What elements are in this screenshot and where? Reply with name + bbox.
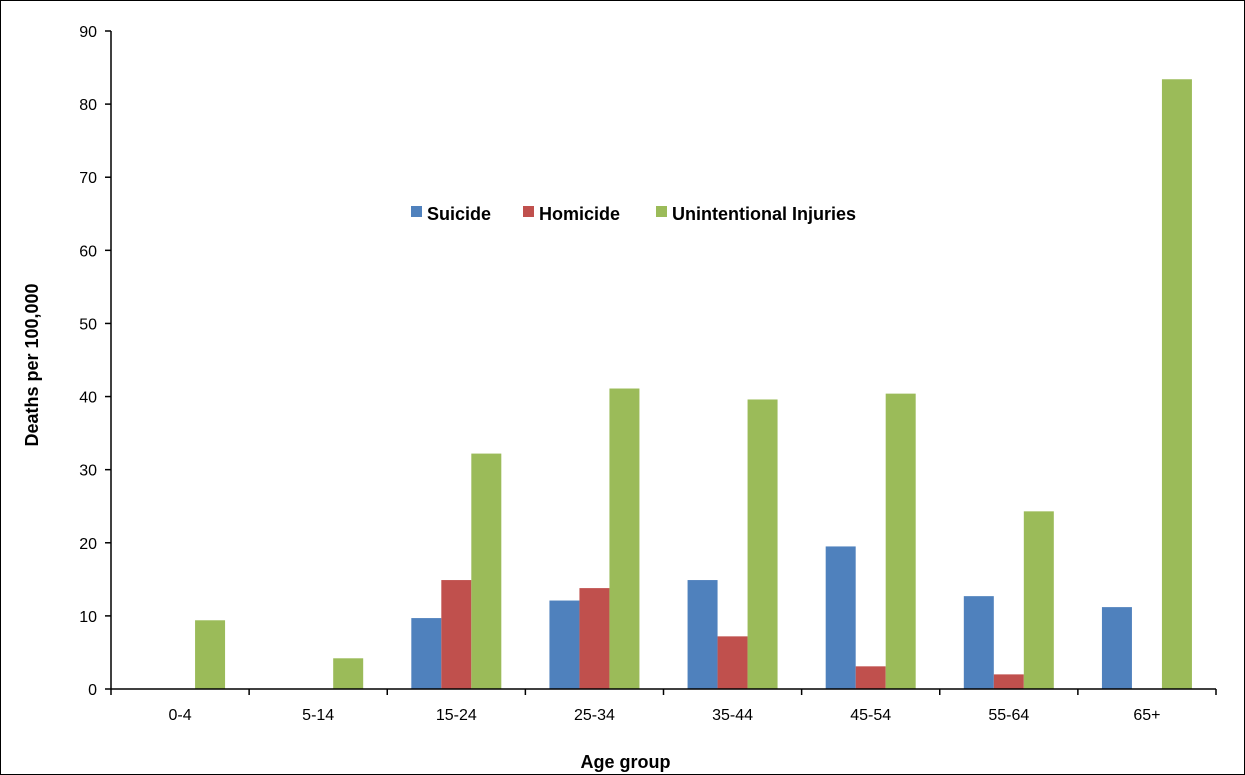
- y-tick-label: 40: [79, 390, 97, 407]
- x-tick-label: 35-44: [712, 707, 753, 724]
- bar-unintentional-injuries-35-44: [747, 399, 778, 689]
- bar-unintentional-injuries-45-54: [885, 393, 916, 689]
- bar-suicide-35-44: [687, 580, 718, 689]
- y-tick-label: 80: [79, 97, 97, 114]
- bar-suicide-45-54: [825, 546, 856, 689]
- y-tick-label: 50: [79, 316, 97, 333]
- y-tick-label: 10: [79, 609, 97, 626]
- bar-homicide-15-24: [441, 580, 472, 689]
- bar-unintentional-injuries-5-14: [333, 658, 364, 689]
- y-tick-label: 0: [88, 682, 97, 699]
- bar-unintentional-injuries-25-34: [609, 388, 640, 689]
- bar-suicide-15-24: [411, 618, 442, 689]
- bar-suicide-65+: [1101, 607, 1132, 689]
- bar-homicide-55-64: [993, 674, 1024, 689]
- x-axis-ticks: 0-4 5-14 15-24 25-34 35-44 45-54 55-64 65+: [110, 689, 1217, 724]
- bar-suicide-55-64: [963, 596, 994, 689]
- y-axis-title: Deaths per 100,000: [22, 283, 42, 446]
- legend: Suicide Homicide Unintentional Injuries: [411, 204, 856, 224]
- x-axis-title: Age group: [581, 752, 671, 772]
- legend-label: Unintentional Injuries: [672, 204, 856, 224]
- legend-label: Homicide: [539, 204, 620, 224]
- x-tick-label: 25-34: [574, 707, 615, 724]
- y-tick-label: 30: [79, 463, 97, 480]
- bar-homicide-35-44: [717, 636, 748, 689]
- bar-suicide-25-34: [549, 600, 580, 689]
- bar-unintentional-injuries-65+: [1161, 79, 1192, 689]
- legend-swatch: [523, 206, 534, 217]
- x-tick-label: 0-4: [169, 707, 192, 724]
- legend-swatch: [656, 206, 667, 217]
- x-tick-label: 55-64: [988, 707, 1029, 724]
- x-tick-label: 5-14: [302, 707, 334, 724]
- bars: [195, 79, 1192, 689]
- y-tick-label: 60: [79, 243, 97, 260]
- y-tick-label: 90: [79, 24, 97, 41]
- bar-unintentional-injuries-15-24: [471, 453, 502, 689]
- bar-homicide-45-54: [855, 666, 886, 689]
- legend-label: Suicide: [427, 204, 491, 224]
- x-tick-label: 15-24: [436, 707, 477, 724]
- bar-unintentional-injuries-0-4: [195, 620, 226, 689]
- legend-swatch: [411, 206, 422, 217]
- bar-homicide-25-34: [579, 588, 610, 689]
- y-axis-ticks: 0 10 20 30 40 50 60 70 80 90: [79, 24, 111, 699]
- y-tick-label: 20: [79, 536, 97, 553]
- x-tick-label: 65+: [1133, 707, 1160, 724]
- y-tick-label: 70: [79, 170, 97, 187]
- x-tick-label: 45-54: [850, 707, 891, 724]
- bar-unintentional-injuries-55-64: [1023, 511, 1054, 689]
